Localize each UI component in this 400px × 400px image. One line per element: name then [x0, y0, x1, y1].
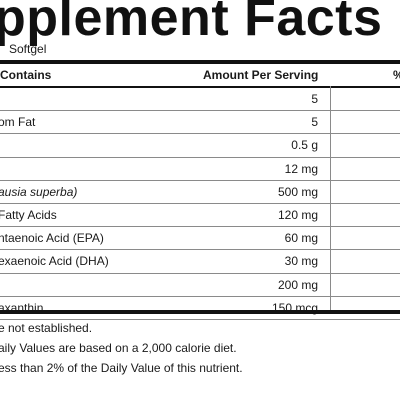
serving-size: Softgel [9, 42, 47, 56]
table-row: ausia superba) 500 mg [0, 181, 400, 204]
table-row: exaenoic Acid (DHA) 30 mg [0, 250, 400, 274]
nutrient-name: om Fat [0, 115, 36, 130]
footnotes: e not established. aily Values are based … [0, 318, 400, 378]
header-amount: Amount Per Serving [203, 68, 319, 82]
nutrient-name: ausia superba) [0, 184, 78, 199]
nutrient-amount: 60 mg [284, 231, 318, 246]
column-divider [330, 86, 331, 310]
table-row: 5 [0, 88, 400, 112]
nutrient-amount: 0.5 g [291, 138, 318, 153]
table-row: ntaenoic Acid (EPA) 60 mg [0, 227, 400, 251]
table-row: Fatty Acids 120 mg [0, 204, 400, 228]
nutrient-amount: 30 mg [284, 254, 318, 269]
header-contains: Contains [0, 68, 52, 82]
column-header: Contains Amount Per Serving % [0, 64, 400, 86]
nutrient-amount: 12 mg [284, 161, 318, 176]
nutrient-name: axanthin [0, 300, 44, 315]
table-row: 0.5 g [0, 134, 400, 158]
table-row: 12 mg [0, 158, 400, 181]
nutrient-amount: 500 mg [277, 184, 318, 199]
nutrient-amount: 150 mcg [271, 300, 318, 315]
nutrient-amount: 5 [311, 92, 318, 106]
nutrient-name: ntaenoic Acid (EPA) [0, 231, 104, 246]
thick-divider-bottom [0, 310, 400, 314]
footnote-line: aily Values are based on a 2,000 calorie… [0, 341, 237, 355]
table-row: om Fat 5 [0, 111, 400, 135]
footnote-line: e not established. [0, 321, 93, 335]
header-daily-value: % [393, 64, 400, 86]
nutrient-name: Fatty Acids [0, 207, 57, 222]
table-row: axanthin 150 mcg [0, 297, 400, 320]
header-divider [0, 86, 400, 88]
panel-title: pplement Facts [0, 0, 383, 47]
nutrient-amount: 5 [311, 115, 318, 130]
nutrient-amount: 200 mg [277, 277, 318, 292]
table-row: 200 mg [0, 274, 400, 297]
footnote-line: ess than 2% of the Daily Value of this n… [0, 361, 243, 375]
nutrient-name: exaenoic Acid (DHA) [0, 254, 109, 269]
thick-divider-top [0, 60, 400, 64]
nutrient-table: 5 om Fat 5 0.5 g 12 mg ausia superba) 500 mg Fa… [0, 88, 400, 320]
nutrient-amount: 120 mg [277, 207, 318, 222]
